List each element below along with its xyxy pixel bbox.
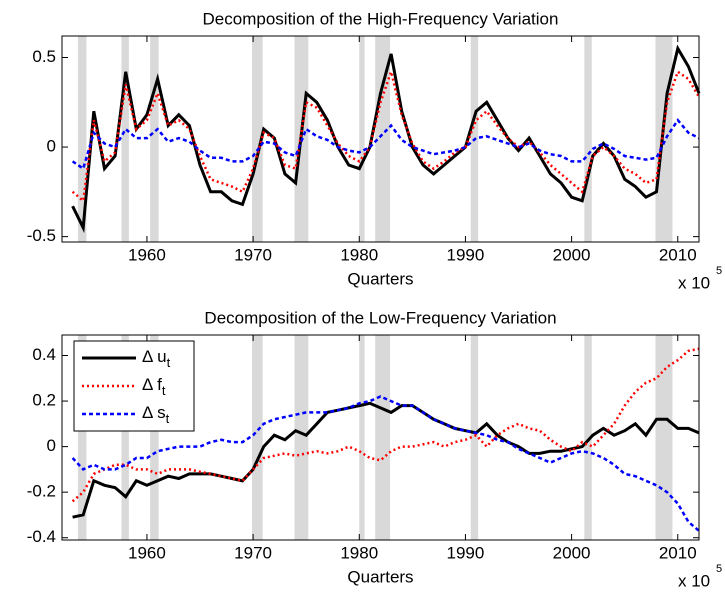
- recession-band: [252, 36, 263, 242]
- x-tick-label: 2000: [553, 543, 591, 562]
- recession-band: [294, 335, 309, 540]
- recession-band: [375, 335, 391, 540]
- y-tick-label: 0: [47, 436, 56, 455]
- recession-band: [252, 335, 263, 540]
- recession-band: [77, 36, 87, 242]
- axes-frame: [61, 334, 700, 541]
- x-tick-label: 1970: [234, 245, 272, 264]
- axes-frame: [61, 35, 700, 243]
- x-offset-exponent: 5: [716, 563, 722, 575]
- legend-label: Δ ut: [142, 347, 171, 370]
- legend-name: Δ s: [142, 403, 166, 422]
- x-tick-label: 2010: [659, 245, 697, 264]
- recession-band: [584, 335, 592, 540]
- x-offset-label: x 10: [678, 273, 710, 292]
- y-tick-label: 0.2: [32, 391, 56, 410]
- legend-name: Δ u: [142, 347, 167, 366]
- y-tick-label: 0.5: [32, 47, 56, 66]
- series-line: [71, 347, 700, 503]
- recession-band: [150, 335, 159, 540]
- x-tick-label: 1970: [234, 543, 272, 562]
- legend-label: Δ ft: [142, 375, 166, 398]
- series-line: [71, 395, 700, 532]
- recession-band: [121, 335, 129, 540]
- legend-name: Δ f: [142, 375, 162, 394]
- recession-band: [470, 335, 479, 540]
- chart-title: Decomposition of the Low-Frequency Varia…: [204, 308, 556, 327]
- legend-subscript: t: [162, 383, 166, 398]
- y-tick-label: -0.5: [27, 226, 56, 245]
- x-axis-label: Quarters: [347, 567, 413, 586]
- chart-title: Decomposition of the High-Frequency Vari…: [203, 9, 559, 28]
- x-tick-label: 2000: [553, 245, 591, 264]
- x-axis-label: Quarters: [347, 269, 413, 288]
- x-tick-label: 1980: [340, 245, 378, 264]
- y-tick-label: 0.4: [32, 345, 56, 364]
- x-tick-label: 1990: [447, 543, 485, 562]
- recession-band: [359, 335, 365, 540]
- series-line: [71, 67, 701, 204]
- y-tick-label: 0: [47, 137, 56, 156]
- x-tick-label: 2010: [659, 543, 697, 562]
- recession-band: [150, 36, 159, 242]
- x-tick-label: 1980: [340, 543, 378, 562]
- x-offset-label: x 10: [678, 571, 710, 590]
- recession-band: [584, 36, 592, 242]
- recession-band: [77, 335, 87, 540]
- y-tick-label: -0.4: [27, 527, 56, 546]
- x-tick-label: 1990: [447, 245, 485, 264]
- x-offset-exponent: 5: [716, 265, 722, 277]
- recession-band: [359, 36, 365, 242]
- legend-subscript: t: [167, 355, 171, 370]
- x-tick-label: 1960: [128, 245, 166, 264]
- x-tick-label: 1960: [128, 543, 166, 562]
- recession-band: [121, 36, 129, 242]
- legend-label: Δ st: [142, 403, 170, 426]
- series-line: [72, 401, 700, 519]
- series-line: [71, 118, 700, 171]
- legend-subscript: t: [166, 411, 170, 426]
- y-tick-label: -0.2: [27, 482, 56, 501]
- recession-band: [655, 36, 673, 242]
